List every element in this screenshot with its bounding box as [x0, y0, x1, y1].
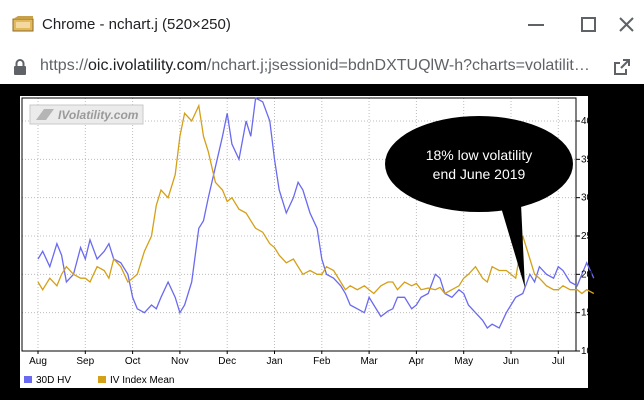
plot-border — [21, 97, 577, 352]
url-host: oic.ivolatility.com — [88, 57, 207, 74]
y-tick-label: 15% — [581, 308, 601, 319]
lock-icon — [14, 59, 26, 75]
y-tick-label: 30% — [581, 193, 601, 204]
y-tick-label: 35% — [581, 154, 601, 165]
x-tick-label: Nov — [171, 356, 189, 367]
y-axis: 10% 15% 20% 25% 30% 35% 40% — [576, 116, 601, 357]
x-tick-label: Jan — [266, 356, 282, 367]
window-title: Chrome - nchart.j (520×250) — [42, 16, 231, 33]
url-text[interactable]: https://oic.ivolatility.com/nchart.j;jse… — [40, 57, 596, 75]
y-tick-label: 20% — [581, 269, 601, 280]
y-tick-label: 40% — [581, 116, 601, 127]
url-prefix: https:// — [40, 57, 89, 74]
x-tick-label: Jun — [503, 356, 519, 367]
x-axis: Aug Sep Oct Nov Dec Jan Feb Mar Apr May Jun Jul — [29, 351, 565, 367]
app-icon — [12, 16, 34, 32]
y-tick-label: 10% — [581, 346, 601, 357]
x-tick-label: Sep — [76, 356, 94, 367]
minimize-icon[interactable] — [520, 10, 552, 40]
logo: IVolatility.com — [29, 104, 144, 125]
legend-swatch — [24, 376, 32, 383]
close-icon[interactable] — [611, 10, 643, 40]
legend-label: 30D HV — [36, 375, 71, 386]
logo-text: IVolatility.com — [58, 108, 139, 122]
x-tick-label: Oct — [125, 356, 141, 367]
address-bar[interactable]: https://oic.ivolatility.com/nchart.j;jse… — [0, 50, 644, 84]
x-tick-label: Dec — [218, 356, 236, 367]
series-line-hv — [37, 96, 595, 329]
legend-swatch — [98, 376, 106, 383]
x-tick-label: May — [454, 356, 473, 367]
callout: 18% low volatility end June 2019 — [385, 116, 573, 288]
legend-label: IV Index Mean — [110, 375, 174, 386]
chart-viewport: IVolatility.com 10% 15% 20% 25% 30% 35% 40% Au… — [0, 84, 644, 400]
x-tick-label: Apr — [409, 356, 425, 367]
maximize-icon[interactable] — [572, 10, 604, 40]
open-external-icon[interactable] — [612, 57, 632, 77]
legend: 30D HV IV Index Mean — [24, 375, 174, 386]
series-line-iv — [37, 103, 595, 295]
url-path: /nchart.j;jsessionid=bdnDXTUQlW-h?charts… — [206, 57, 590, 74]
callout-line-2: end June 2019 — [433, 166, 526, 182]
callout-line-1: 18% low volatility — [426, 147, 533, 163]
y-tick-label: 25% — [581, 231, 601, 242]
x-tick-label: Mar — [360, 356, 378, 367]
volatility-chart: IVolatility.com 10% 15% 20% 25% 30% 35% 40% Au… — [20, 96, 601, 388]
series-layer — [37, 96, 595, 329]
x-tick-label: Aug — [29, 356, 47, 367]
window-titlebar: Chrome - nchart.j (520×250) — [0, 0, 644, 50]
x-tick-label: Jul — [552, 356, 565, 367]
x-tick-label: Feb — [313, 356, 331, 367]
